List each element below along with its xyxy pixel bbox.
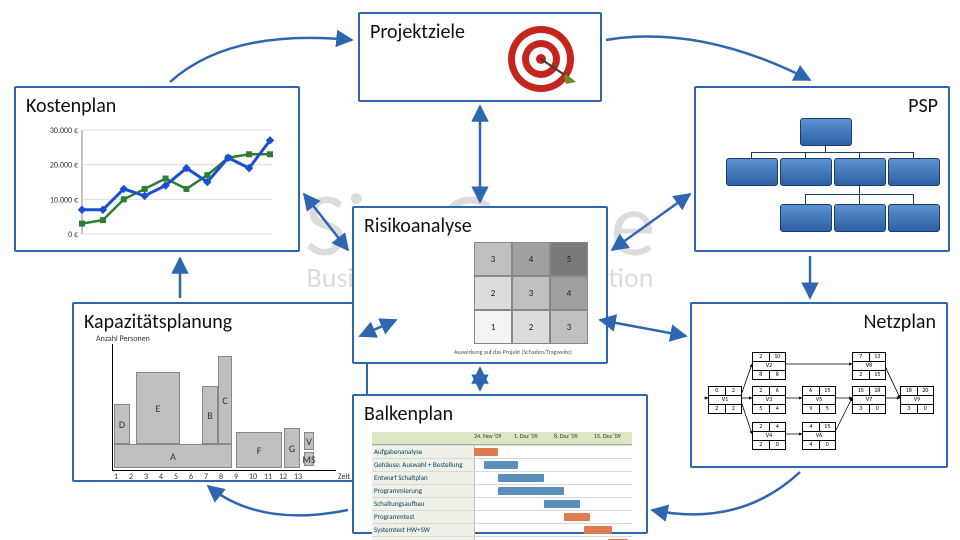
box-kapazitaetsplanung: Kapazitätsplanung Anzahl PersonenZeit123… bbox=[72, 302, 368, 482]
box-risikoanalyse: Risikoanalyse 345234123Auswirkung auf da… bbox=[352, 206, 608, 364]
kapazitaet-chart: Anzahl PersonenZeit12345678910111213DEAB… bbox=[96, 344, 350, 474]
box-kostenplan: Kostenplan 0 € 10.000 € 20.000 € 30.000 € bbox=[14, 86, 300, 252]
kostenplan-chart: 0 € 10.000 € 20.000 € 30.000 € bbox=[46, 124, 276, 244]
target-icon bbox=[506, 24, 576, 94]
psp-orgchart bbox=[716, 118, 936, 248]
svg-text:20.000 €: 20.000 € bbox=[50, 161, 78, 171]
psp-title: PSP bbox=[706, 94, 938, 118]
box-netzplan: Netzplan 02V122210V28826V35424V420615V59… bbox=[690, 302, 948, 468]
svg-text:10.000 €: 10.000 € bbox=[50, 195, 78, 205]
netzplan-diagram: 02V122210V28826V35424V420615V595415V6401… bbox=[704, 340, 938, 460]
kostenplan-title: Kostenplan bbox=[26, 94, 288, 118]
netzplan-title: Netzplan bbox=[702, 310, 936, 334]
gantt-chart: 24. Nov '091. Dez '098. Dez '0915. Dez '… bbox=[372, 432, 632, 540]
risiko-matrix: 345234123Auswirkung auf das Projekt (Sch… bbox=[474, 242, 594, 352]
box-balkenplan: Balkenplan 24. Nov '091. Dez '098. Dez '… bbox=[352, 394, 648, 534]
svg-text:30.000 €: 30.000 € bbox=[50, 126, 78, 136]
kapazitaet-title: Kapazitätsplanung bbox=[84, 310, 356, 334]
box-projektziele: Projektziele bbox=[358, 12, 602, 102]
balkenplan-title: Balkenplan bbox=[364, 402, 636, 426]
risiko-title: Risikoanalyse bbox=[364, 214, 596, 238]
svg-text:0 €: 0 € bbox=[68, 230, 78, 240]
box-psp: PSP bbox=[694, 86, 950, 252]
